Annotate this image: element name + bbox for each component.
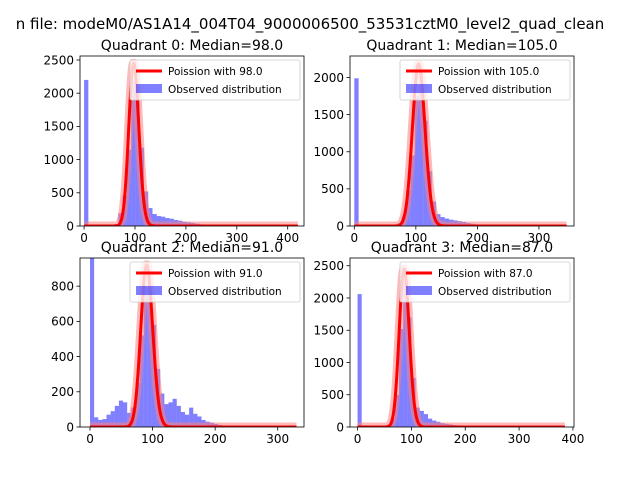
quadrant-3-xtick-label: 200 [454, 432, 477, 446]
quadrant-3-xtick-label: 100 [400, 432, 423, 446]
quadrant-2-hist-bar [90, 258, 94, 427]
quadrant-3-ytick-label: 2500 [313, 259, 344, 273]
quadrant-3-ytick-label: 0 [336, 420, 344, 434]
quadrant-0-legend-fit-label: Poission with 98.0 [168, 66, 263, 78]
quadrant-3-title: Quadrant 3: Median=87.0 [371, 240, 553, 256]
quadrant-2-title: Quadrant 2: Median=91.0 [101, 240, 283, 256]
quadrant-3-hist-bar [358, 294, 362, 427]
quadrant-0-ytick-label: 2500 [43, 53, 74, 67]
quadrant-3-ytick-label: 2000 [313, 291, 344, 305]
quadrant-3-ytick-label: 1500 [313, 324, 344, 338]
quadrant-2-legend: Poission with 91.0 Observed distribution [130, 262, 300, 302]
quadrant-3-xtick-label: 400 [561, 432, 584, 446]
quadrant-3-ytick-label: 500 [321, 388, 344, 402]
quadrant-3-xtick-label: 0 [354, 432, 362, 446]
quadrant-3-legend: Poission with 87.0 Observed distribution [400, 262, 570, 302]
quadrant-1-ytick-label: 500 [321, 182, 344, 196]
quadrant-0-ytick-label: 500 [51, 186, 74, 200]
quadrant-3-legend-hist-swatch [406, 286, 432, 295]
quadrant-0-legend: Poission with 98.0 Observed distribution [130, 60, 300, 100]
quadrant-3-ytick-label: 1000 [313, 356, 344, 370]
quadrant-0-legend-hist-swatch [136, 84, 162, 93]
quadrant-1-xtick-label: 0 [350, 231, 358, 245]
quadrant-0-ytick-label: 1500 [43, 120, 74, 134]
quadrant-2-xtick-label: 100 [141, 432, 164, 446]
quadrant-2-xtick-label: 300 [266, 432, 289, 446]
figure-suptitle: n file: modeM0/AS1A14_004T04_9000006500_… [16, 15, 605, 34]
quadrant-0-ytick-label: 2000 [43, 86, 74, 100]
quadrant-1-legend: Poission with 105.0 Observed distribution [400, 60, 570, 100]
quadrant-3-legend-hist-label: Observed distribution [438, 286, 552, 298]
quadrant-3-legend-fit-label: Poission with 87.0 [438, 268, 533, 280]
quadrant-0-legend-hist-label: Observed distribution [168, 84, 282, 96]
quadrant-2-ytick-label: 400 [51, 350, 74, 364]
quadrant-2-xtick-label: 200 [204, 432, 227, 446]
quadrant-1-legend-fit-label: Poission with 105.0 [438, 66, 539, 78]
quadrant-1-ytick-label: 1000 [313, 145, 344, 159]
quadrant-1-title: Quadrant 1: Median=105.0 [366, 38, 557, 54]
quadrant-2-ytick-label: 200 [51, 385, 74, 399]
quadrant-1-ytick-label: 1500 [313, 108, 344, 122]
quadrant-0-title: Quadrant 0: Median=98.0 [101, 38, 283, 54]
quadrant-2-legend-hist-label: Observed distribution [168, 286, 282, 298]
quadrant-2-legend-fit-label: Poission with 91.0 [168, 268, 263, 280]
quadrant-1-ytick-label: 2000 [313, 71, 344, 85]
quadrant-0-xtick-label: 0 [80, 231, 88, 245]
quadrant-1-hist-bar [354, 78, 358, 226]
quadrant-2-legend-hist-swatch [136, 286, 162, 295]
quadrant-2-ytick-label: 800 [51, 279, 74, 293]
quadrant-0-ytick-label: 0 [66, 219, 74, 233]
quadrant-2-xtick-label: 0 [86, 432, 94, 446]
quadrant-2-ytick-label: 600 [51, 315, 74, 329]
quadrant-2-ytick-label: 0 [66, 420, 74, 434]
quadrant-3-xtick-label: 300 [508, 432, 531, 446]
quadrant-1-legend-hist-label: Observed distribution [438, 84, 552, 96]
quadrant-1-legend-hist-swatch [406, 84, 432, 93]
quadrant-0-ytick-label: 1000 [43, 153, 74, 167]
quadrant-0-hist-bar [84, 80, 88, 226]
quadrant-1-ytick-label: 0 [336, 219, 344, 233]
